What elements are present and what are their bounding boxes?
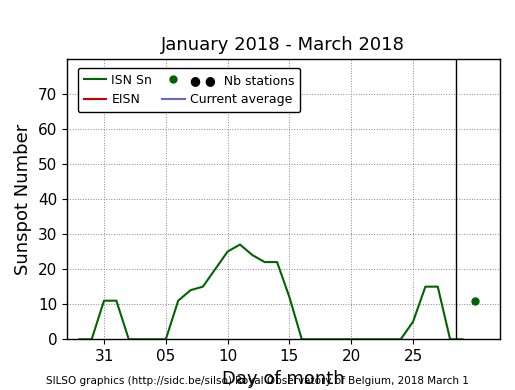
ISN Sn	[299, 337, 305, 342]
ISN Sn	[348, 337, 354, 342]
ISN Sn	[126, 337, 132, 342]
Text: SILSO graphics (http://sidc.be/silso) Royal Observatory of Belgium, 2018 March 1: SILSO graphics (http://sidc.be/silso) Ro…	[46, 376, 469, 386]
ISN Sn	[150, 337, 157, 342]
ISN Sn	[101, 298, 107, 303]
ISN Sn	[200, 284, 206, 289]
Line: ISN Sn: ISN Sn	[79, 245, 462, 339]
ISN Sn	[385, 337, 391, 342]
ISN Sn	[286, 295, 293, 300]
ISN Sn	[336, 337, 342, 342]
ISN Sn	[113, 298, 119, 303]
ISN Sn	[410, 319, 416, 324]
ISN Sn	[398, 337, 404, 342]
ISN Sn	[459, 337, 466, 342]
Legend: ISN Sn, EISN, ● ●  Nb stations, Current average: ISN Sn, EISN, ● ● Nb stations, Current a…	[78, 67, 300, 112]
ISN Sn	[323, 337, 330, 342]
ISN Sn	[422, 284, 428, 289]
X-axis label: Day of month: Day of month	[222, 370, 345, 388]
ISN Sn	[89, 337, 95, 342]
ISN Sn	[212, 267, 218, 271]
ISN Sn	[435, 284, 441, 289]
Y-axis label: Sunspot Number: Sunspot Number	[14, 123, 32, 275]
ISN Sn	[175, 298, 181, 303]
Title: January 2018 - March 2018: January 2018 - March 2018	[161, 36, 405, 54]
ISN Sn	[262, 260, 268, 264]
ISN Sn	[311, 337, 317, 342]
ISN Sn	[187, 288, 194, 292]
ISN Sn	[274, 260, 280, 264]
ISN Sn	[138, 337, 144, 342]
ISN Sn	[249, 253, 255, 257]
ISN Sn	[447, 337, 453, 342]
ISN Sn	[163, 337, 169, 342]
ISN Sn	[237, 242, 243, 247]
ISN Sn	[225, 249, 231, 254]
ISN Sn	[373, 337, 379, 342]
ISN Sn	[360, 337, 367, 342]
ISN Sn	[76, 337, 82, 342]
